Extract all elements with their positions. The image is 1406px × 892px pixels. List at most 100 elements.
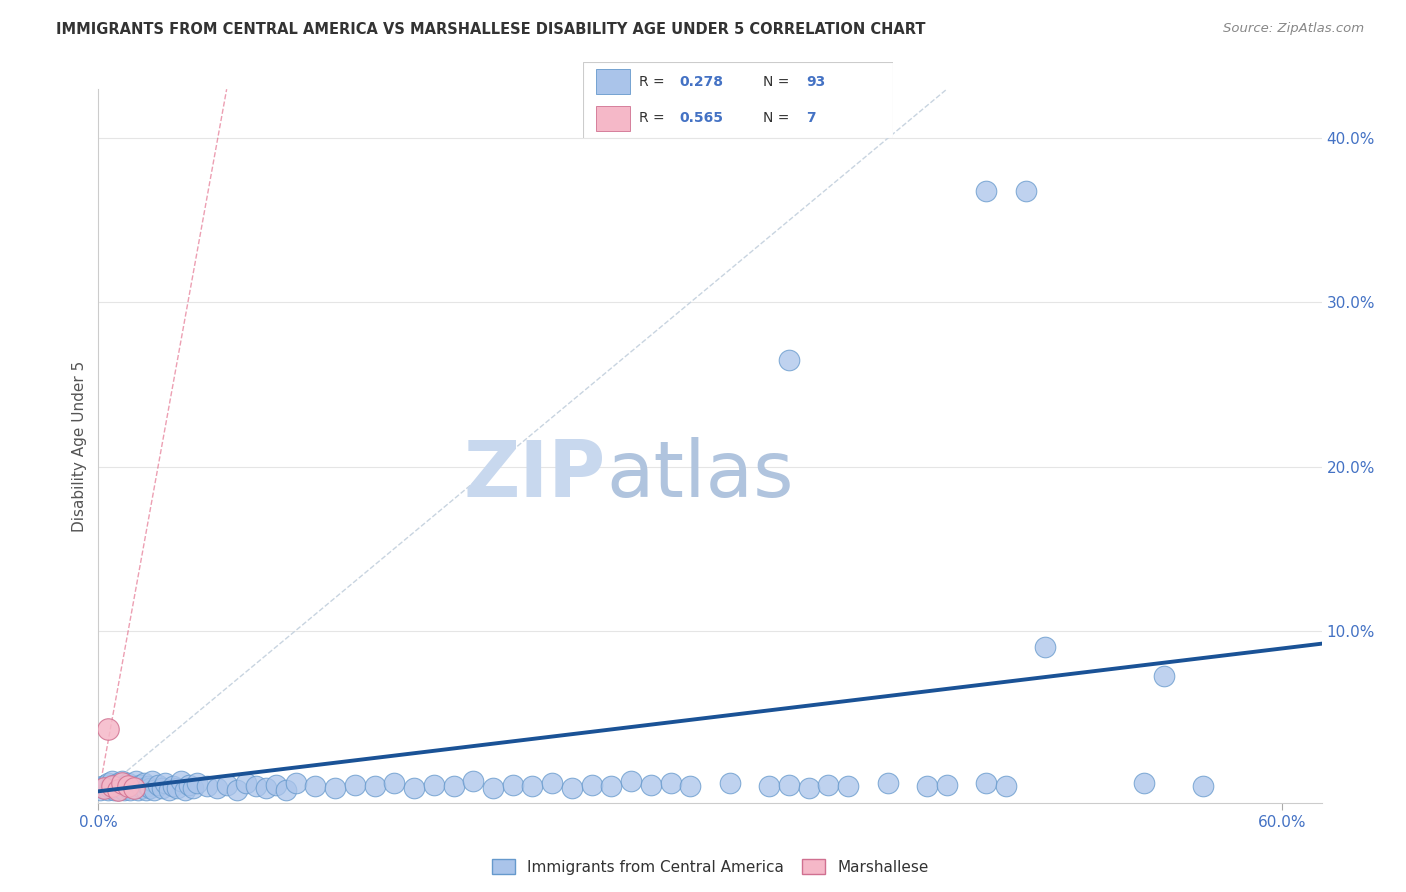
Point	[150, 780, 173, 795]
Point	[170, 774, 193, 789]
Point	[107, 776, 129, 790]
Point	[561, 780, 583, 795]
Text: 0.565: 0.565	[679, 111, 723, 125]
Point	[93, 780, 115, 795]
Point	[96, 778, 118, 792]
Point	[141, 774, 163, 789]
Point	[97, 782, 120, 797]
Point	[136, 780, 159, 794]
Point	[101, 780, 124, 794]
Point	[155, 776, 177, 790]
Point	[162, 780, 184, 794]
Point	[117, 780, 139, 794]
Point	[679, 780, 702, 794]
Point	[179, 778, 201, 792]
Point	[1015, 184, 1038, 198]
Point	[111, 776, 134, 790]
Point	[640, 778, 662, 792]
Point	[174, 782, 197, 797]
Point	[115, 778, 138, 792]
Point	[463, 774, 485, 789]
Point	[974, 184, 997, 198]
Point	[343, 778, 366, 792]
Point	[93, 780, 115, 795]
Point	[1153, 669, 1175, 683]
Point	[404, 780, 426, 795]
FancyBboxPatch shape	[596, 105, 630, 130]
Point	[118, 782, 141, 797]
Point	[205, 780, 228, 795]
Point	[600, 780, 623, 794]
Point	[107, 782, 129, 797]
Point	[994, 780, 1017, 794]
Point	[111, 780, 134, 795]
Point	[264, 778, 287, 792]
Point	[128, 778, 150, 792]
Point	[98, 780, 121, 795]
Point	[659, 776, 682, 790]
Point	[111, 774, 134, 789]
Point	[581, 778, 603, 792]
Point	[245, 780, 267, 794]
Point	[159, 782, 181, 797]
Point	[107, 782, 129, 797]
Point	[304, 780, 326, 794]
Point	[837, 780, 859, 794]
Point	[974, 776, 997, 790]
Text: Source: ZipAtlas.com: Source: ZipAtlas.com	[1223, 22, 1364, 36]
Point	[284, 776, 307, 790]
FancyBboxPatch shape	[583, 62, 893, 138]
Text: 93: 93	[806, 75, 825, 89]
Point	[105, 780, 128, 795]
Point	[108, 780, 131, 794]
Point	[718, 776, 741, 790]
Point	[254, 780, 277, 795]
Point	[166, 780, 188, 795]
Point	[122, 780, 145, 795]
Point	[915, 780, 938, 794]
Point	[131, 780, 153, 795]
Point	[758, 780, 780, 794]
Text: N =: N =	[763, 111, 793, 125]
Point	[122, 780, 145, 795]
Point	[363, 780, 385, 794]
Point	[443, 780, 465, 794]
Point	[112, 782, 135, 797]
Text: IMMIGRANTS FROM CENTRAL AMERICA VS MARSHALLESE DISABILITY AGE UNDER 5 CORRELATIO: IMMIGRANTS FROM CENTRAL AMERICA VS MARSH…	[56, 22, 925, 37]
Point	[1133, 776, 1156, 790]
Point	[482, 780, 505, 795]
Text: R =: R =	[640, 75, 669, 89]
Y-axis label: Disability Age Under 5: Disability Age Under 5	[72, 360, 87, 532]
Text: atlas: atlas	[606, 436, 793, 513]
Point	[97, 722, 120, 736]
Point	[274, 782, 297, 797]
Point	[97, 776, 120, 790]
Point	[215, 778, 238, 792]
Text: 0.278: 0.278	[679, 75, 723, 89]
Point	[522, 780, 544, 794]
Point	[101, 774, 124, 789]
Point	[502, 778, 524, 792]
Point	[186, 776, 208, 790]
Point	[117, 776, 139, 790]
Point	[121, 780, 143, 794]
Point	[876, 776, 898, 790]
Point	[620, 774, 643, 789]
Point	[1192, 780, 1215, 794]
Point	[195, 780, 218, 794]
Point	[778, 352, 800, 367]
Point	[1035, 640, 1057, 654]
Point	[135, 782, 157, 797]
Point	[797, 780, 820, 795]
Point	[127, 782, 149, 797]
Point	[935, 778, 957, 792]
Point	[225, 782, 247, 797]
Point	[103, 782, 125, 797]
Text: N =: N =	[763, 75, 793, 89]
Point	[125, 774, 148, 789]
Point	[817, 778, 839, 792]
Point	[423, 778, 446, 792]
Text: ZIP: ZIP	[464, 436, 606, 513]
Legend: Immigrants from Central America, Marshallese: Immigrants from Central America, Marshal…	[485, 853, 935, 880]
Text: 7: 7	[806, 111, 815, 125]
